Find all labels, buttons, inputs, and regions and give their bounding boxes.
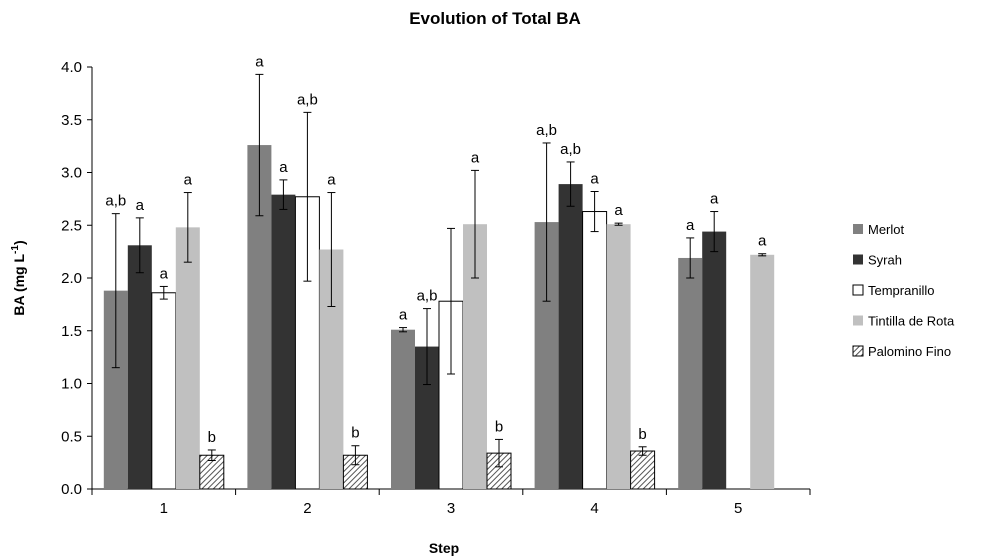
series-syrah-bar xyxy=(127,245,152,489)
significance-label: a,b xyxy=(560,141,581,158)
significance-label: b xyxy=(638,426,646,443)
series-tempranillo-bar xyxy=(582,211,608,490)
significance-label: a xyxy=(160,265,169,282)
significance-label: a xyxy=(471,149,480,166)
significance-label: b xyxy=(351,425,359,442)
x-tick-label: 3 xyxy=(447,500,455,517)
y-tick-label: 1.0 xyxy=(61,376,82,393)
significance-label: a xyxy=(184,172,193,189)
significance-label: b xyxy=(495,418,503,435)
y-tick-label: 2.0 xyxy=(61,270,82,287)
series-tintilla-de-rota-bar xyxy=(606,224,631,489)
significance-label: a xyxy=(590,170,599,187)
y-tick-label: 3.0 xyxy=(61,165,82,182)
series-palomino-fino-bar xyxy=(630,450,656,490)
significance-label: a xyxy=(279,159,288,176)
series-tempranillo-bar xyxy=(151,292,177,490)
series-syrah-bar xyxy=(271,194,296,489)
series-syrah-bar xyxy=(558,184,583,490)
y-tick-label: 2.5 xyxy=(61,217,82,234)
legend-label: Syrah xyxy=(868,253,902,268)
y-axis-title-superscript: -1 xyxy=(10,245,21,254)
y-axis-title-close: ) xyxy=(11,240,27,245)
significance-label: a,b xyxy=(297,91,318,108)
legend-label: Palomino Fino xyxy=(868,344,951,359)
x-tick-label: 4 xyxy=(590,500,598,517)
y-tick-label: 1.5 xyxy=(61,323,82,340)
significance-label: a,b xyxy=(536,122,557,139)
series-merlot-bar xyxy=(391,329,415,489)
y-tick-label: 0.5 xyxy=(61,428,82,445)
legend-label: Merlot xyxy=(868,222,905,237)
y-axis-title-main: BA (mg L xyxy=(11,253,27,315)
significance-label: a xyxy=(614,202,623,219)
series-tintilla-de-rota-bar xyxy=(750,254,775,489)
legend-swatch xyxy=(853,254,863,265)
x-tick-label: 5 xyxy=(734,500,742,517)
significance-label: a xyxy=(710,191,719,208)
significance-label: a xyxy=(255,53,264,70)
plot-area: 0.00.51.01.52.02.53.03.54.01 2 3 4 5a,baaa,b… xyxy=(61,53,811,517)
significance-label: a xyxy=(327,172,336,189)
y-tick-label: 3.5 xyxy=(61,112,82,129)
y-tick-label: 0.0 xyxy=(61,481,82,498)
legend-swatch xyxy=(852,284,864,296)
legend-swatch xyxy=(853,315,863,326)
legend-label: Tempranillo xyxy=(868,283,934,298)
chart-title: Evolution of Total BA xyxy=(409,9,581,28)
legend: Merlot Syrah Tempranillo Tintilla de Rota Pa… xyxy=(852,222,955,359)
significance-label: a xyxy=(399,307,408,324)
y-tick-label: 4.0 xyxy=(61,59,82,76)
y-axis-title: BA (mg L-1) xyxy=(10,240,27,315)
series-syrah-bar xyxy=(702,231,727,489)
x-tick-label: 2 xyxy=(303,500,311,517)
legend-swatch xyxy=(853,224,863,234)
legend-swatch xyxy=(852,345,864,357)
legend-label: Tintilla de Rota xyxy=(868,314,955,329)
series-tintilla-de-rota-bar xyxy=(175,227,200,490)
series-merlot-bar xyxy=(678,257,703,489)
x-tick-label: 1 xyxy=(160,500,168,517)
significance-label: a,b xyxy=(105,193,126,210)
significance-label: a,b xyxy=(417,288,438,305)
significance-label: a xyxy=(686,217,695,234)
svg-text:BA (mg L-1): BA (mg L-1) xyxy=(10,240,27,315)
significance-label: a xyxy=(758,233,767,250)
significance-label: a xyxy=(136,197,145,214)
x-axis-title: Step xyxy=(429,540,459,556)
significance-label: b xyxy=(208,429,216,446)
